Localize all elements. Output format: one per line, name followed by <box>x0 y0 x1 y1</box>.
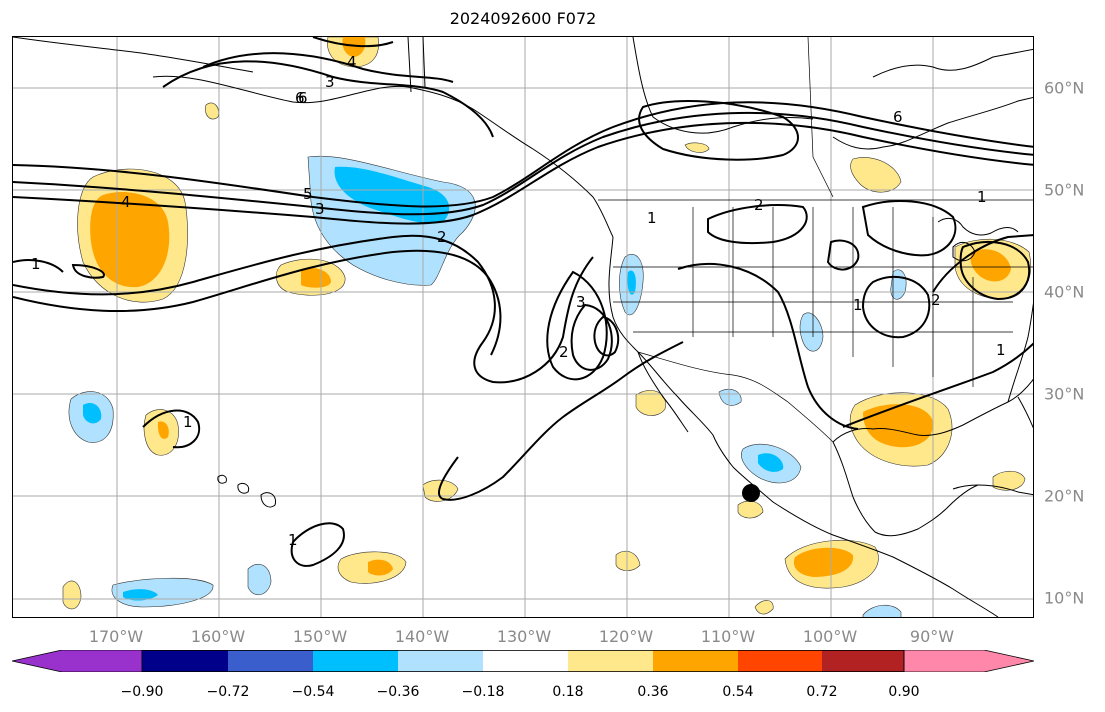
colorbar-segment <box>142 650 228 672</box>
colorbar-segment <box>398 650 483 672</box>
contour-label: 1 <box>31 255 41 273</box>
contour-label: 1 <box>288 531 298 549</box>
colorbar-tick-label: −0.72 <box>206 684 250 700</box>
colorbar-max-extend <box>903 650 1034 672</box>
map-gridlines <box>13 37 1033 617</box>
latitude-label: 20°N <box>1044 486 1085 506</box>
map-svg: 4 3 6 6 4 1 5 3 2 3 6 2 1 2 1 1 2 1 1 1 <box>13 37 1033 617</box>
colorbar-segment <box>568 650 653 672</box>
contour-label: 2 <box>754 196 764 214</box>
colorbar-segment <box>822 650 904 672</box>
colorbar-segment <box>483 650 568 672</box>
longitude-label: 160°W <box>190 627 246 646</box>
contour-label: 3 <box>325 73 335 91</box>
colorbar-tick-label: 0.54 <box>722 684 754 700</box>
colorbar-tick-label: −0.90 <box>120 684 164 700</box>
longitude-label: 170°W <box>88 627 144 646</box>
location-marker <box>742 484 760 502</box>
longitude-label: 120°W <box>598 627 654 646</box>
contour-label: 1 <box>647 209 657 227</box>
latitude-label: 40°N <box>1044 282 1085 302</box>
contour-label: 2 <box>437 228 447 246</box>
contour-label: 2 <box>931 291 941 309</box>
colorbar-segment <box>313 650 398 672</box>
colorbar <box>12 650 1034 672</box>
colorbar-segment <box>653 650 738 672</box>
colorbar-segment <box>738 650 822 672</box>
latitude-label: 10°N <box>1044 588 1085 608</box>
contour-label: 5 <box>303 185 313 203</box>
map-title: 2024092600 F072 <box>449 9 597 28</box>
latitude-label: 30°N <box>1044 384 1085 404</box>
contour-label: 6 <box>295 89 305 107</box>
contour-label: 2 <box>559 343 569 361</box>
contour-label: 6 <box>893 108 903 126</box>
longitude-label: 140°W <box>394 627 450 646</box>
shaded-anomalies <box>62 37 1031 617</box>
colorbar-tick-label: 0.18 <box>552 684 584 700</box>
longitude-label: 130°W <box>496 627 552 646</box>
colorbar-tick-label: −0.54 <box>291 684 335 700</box>
contour-label-group: 4 3 6 6 4 1 5 3 2 3 6 2 1 2 1 1 2 1 1 1 <box>31 53 1006 549</box>
contour-label: 1 <box>853 296 863 314</box>
latitude-label: 60°N <box>1044 78 1085 98</box>
map-panel: 4 3 6 6 4 1 5 3 2 3 6 2 1 2 1 1 2 1 1 1 <box>12 36 1034 618</box>
contour-label: 1 <box>183 413 193 431</box>
colorbar-tick-label: −0.36 <box>376 684 420 700</box>
contour-label: 4 <box>347 53 357 71</box>
longitude-label: 110°W <box>700 627 756 646</box>
contour-label: 6 <box>298 89 308 107</box>
colorbar-tick-label: 0.72 <box>806 684 838 700</box>
colorbar-tick-label: 0.90 <box>888 684 920 700</box>
coastlines <box>13 37 1033 617</box>
contour-label: 1 <box>996 341 1006 359</box>
contour-lines <box>13 37 1033 567</box>
contour-label: 4 <box>121 193 131 211</box>
political-borders <box>598 37 1033 443</box>
contour-label: 3 <box>315 200 325 218</box>
longitude-label: 100°W <box>802 627 858 646</box>
colorbar-min-extend <box>12 650 143 672</box>
longitude-label: 150°W <box>292 627 348 646</box>
colorbar-segment <box>228 650 313 672</box>
contour-label: 1 <box>977 188 987 206</box>
colorbar-tick-label: 0.36 <box>637 684 669 700</box>
colorbar-tick-label: −0.18 <box>461 684 505 700</box>
contour-label: 3 <box>576 293 586 311</box>
longitude-label: 90°W <box>909 627 955 646</box>
latitude-label: 50°N <box>1044 180 1085 200</box>
